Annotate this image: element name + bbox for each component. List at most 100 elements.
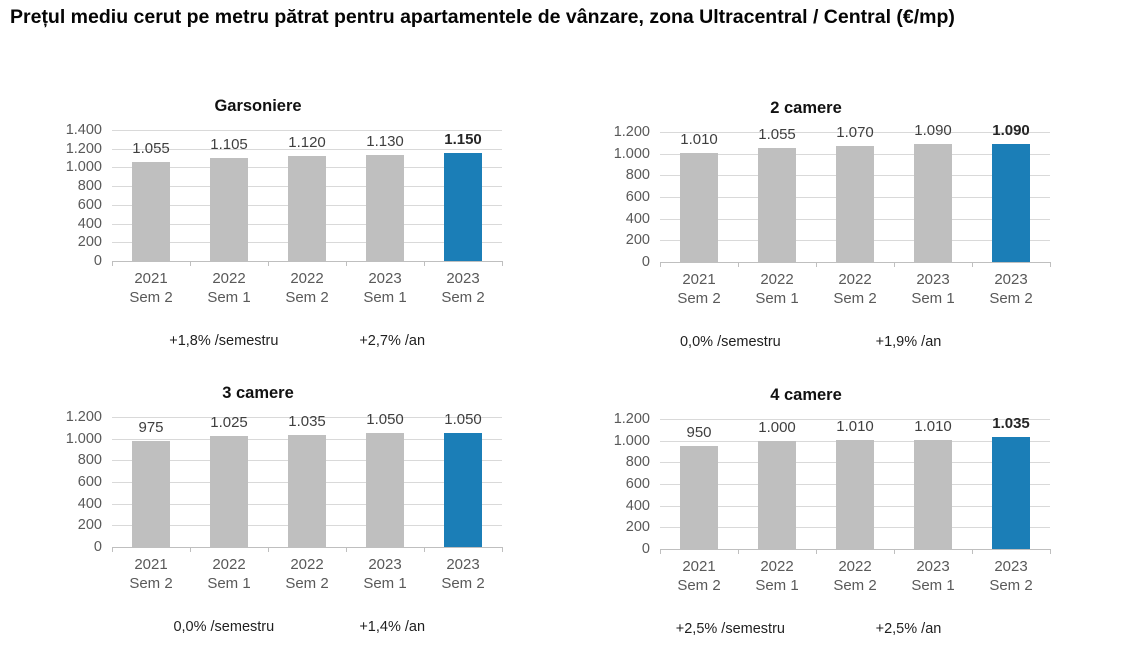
x-axis-tick — [738, 262, 739, 267]
bar — [680, 446, 718, 549]
change-notes: 0,0% /semestru +1,9% /an — [562, 334, 1050, 354]
x-axis-labels: 2021 Sem 2 2022 Sem 1 2022 Sem 2 2023 Sem 1 2023… — [660, 270, 1050, 308]
bar-slot: 1.035 — [268, 413, 346, 547]
x-axis-category: 2022 Sem 2 — [268, 555, 346, 593]
x-axis-category: 2023 Sem 2 — [972, 557, 1050, 595]
x-axis-tick — [894, 549, 895, 554]
y-axis: 0 200 400 600 800 1.000 1.200 1.400 — [14, 122, 112, 269]
bar-value-label: 1.035 — [992, 414, 1030, 432]
y-axis-tick-label: 0 — [641, 254, 650, 270]
bar-slot: 1.090 — [972, 122, 1050, 262]
category-year: 2021 — [682, 558, 716, 575]
x-axis-tick — [424, 547, 425, 552]
category-semester: Sem 2 — [677, 290, 721, 307]
category-semester: Sem 2 — [441, 575, 485, 592]
x-axis-category: 2023 Sem 2 — [424, 269, 502, 307]
x-axis-line — [112, 547, 502, 548]
bar-value-label: 1.000 — [758, 418, 796, 436]
bar — [210, 435, 248, 547]
category-year: 2023 — [368, 556, 402, 573]
y-axis-tick-label: 1.200 — [65, 140, 102, 157]
x-axis-category: 2021 Sem 2 — [660, 557, 738, 595]
y-axis-tick-label: 200 — [77, 517, 102, 534]
category-semester: Sem 1 — [755, 290, 799, 307]
bar-slot: 1.055 — [738, 126, 816, 262]
bar-value-label: 1.010 — [914, 417, 952, 435]
y-axis: 0 200 400 600 800 1.000 1.200 — [14, 409, 112, 555]
category-year: 2021 — [682, 271, 716, 288]
category-year: 2022 — [290, 270, 324, 287]
x-axis-labels: 2021 Sem 2 2022 Sem 1 2022 Sem 2 2023 Sem 1 2023… — [112, 269, 502, 307]
x-axis-category: 2023 Sem 1 — [894, 270, 972, 308]
gridline — [112, 130, 502, 131]
bar-slot: 1.010 — [660, 131, 738, 262]
y-axis-tick-label: 1.400 — [65, 122, 102, 138]
category-year: 2023 — [368, 270, 402, 287]
category-semester: Sem 1 — [207, 289, 251, 306]
bar-slot: 1.010 — [816, 418, 894, 549]
x-axis-tick — [738, 549, 739, 554]
chart-plot-area: 0 200 400 600 800 1.000 1.200 1.400 1.055 1.105 1.… — [14, 122, 503, 269]
x-axis-category: 2023 Sem 1 — [346, 269, 424, 307]
x-axis-category: 2021 Sem 2 — [112, 555, 190, 593]
bar — [758, 440, 796, 549]
chart-3-camere: 3 camere 0 200 400 600 800 1.000 1.200 975 1.025 1… — [14, 377, 503, 639]
x-axis-line — [112, 261, 502, 262]
x-axis-category: 2023 Sem 2 — [972, 270, 1050, 308]
x-axis-labels: 2021 Sem 2 2022 Sem 1 2022 Sem 2 2023 Sem 1 2023… — [660, 557, 1050, 595]
gridline — [660, 132, 1050, 133]
category-semester: Sem 1 — [911, 577, 955, 594]
bar-slot: 1.130 — [346, 130, 424, 261]
bar-value-label: 950 — [686, 424, 712, 442]
bar-value-label: 1.090 — [992, 121, 1030, 139]
x-axis-category: 2021 Sem 2 — [112, 269, 190, 307]
bar-highlight — [992, 143, 1030, 262]
x-axis-category: 2021 Sem 2 — [660, 270, 738, 308]
bar-slot: 1.025 — [190, 414, 268, 547]
chart-title: 4 camere — [770, 386, 842, 404]
chart-title: 3 camere — [222, 384, 294, 402]
category-semester: Sem 2 — [677, 577, 721, 594]
bar-slot: 1.010 — [894, 417, 972, 549]
y-axis-tick-label: 0 — [93, 253, 102, 269]
x-axis-tick — [190, 261, 191, 266]
category-year: 2022 — [760, 558, 794, 575]
x-axis-line — [660, 549, 1050, 550]
y-axis-tick-label: 400 — [625, 210, 650, 227]
bar — [366, 433, 404, 547]
category-semester: Sem 1 — [755, 577, 799, 594]
y-axis-tick-label: 800 — [77, 452, 102, 469]
semester-change-note: +1,8% /semestru — [169, 333, 279, 349]
category-semester: Sem 2 — [441, 289, 485, 306]
y-axis-tick-label: 1.000 — [613, 432, 650, 449]
category-year: 2023 — [446, 270, 480, 287]
page-title: Prețul mediu cerut pe metru pătrat pentr… — [10, 6, 955, 28]
category-year: 2021 — [134, 270, 168, 287]
chart-2-camere: 2 camere 0 200 400 600 800 1.000 1.200 1.010 1.05… — [562, 92, 1051, 354]
bar — [210, 157, 248, 261]
bar-slot: 1.150 — [424, 130, 502, 261]
bar-slot: 1.035 — [972, 415, 1050, 549]
bar-slot: 1.000 — [738, 419, 816, 549]
x-axis-tick — [346, 547, 347, 552]
bar-value-label: 1.120 — [288, 134, 326, 152]
bar — [366, 155, 404, 261]
x-axis-tick — [190, 547, 191, 552]
x-axis-category: 2023 Sem 1 — [346, 555, 424, 593]
category-semester: Sem 2 — [129, 289, 173, 306]
bar-value-label: 1.035 — [288, 412, 326, 430]
category-year: 2021 — [134, 556, 168, 573]
x-axis-tick — [502, 547, 503, 552]
x-axis-tick — [894, 262, 895, 267]
y-axis-tick-label: 800 — [77, 178, 102, 195]
y-axis-tick-label: 1.200 — [613, 411, 650, 427]
y-axis-tick-label: 1.000 — [65, 430, 102, 447]
bar-slot: 975 — [112, 417, 190, 547]
category-year: 2023 — [916, 558, 950, 575]
chart-plot-area: 0 200 400 600 800 1.000 1.200 1.010 1.055 1.070 1.… — [562, 122, 1051, 270]
gridline — [112, 417, 502, 418]
bar — [680, 152, 718, 262]
x-axis-tick — [502, 261, 503, 266]
y-axis-tick-label: 1.000 — [65, 159, 102, 176]
y-axis-tick-label: 800 — [625, 167, 650, 184]
